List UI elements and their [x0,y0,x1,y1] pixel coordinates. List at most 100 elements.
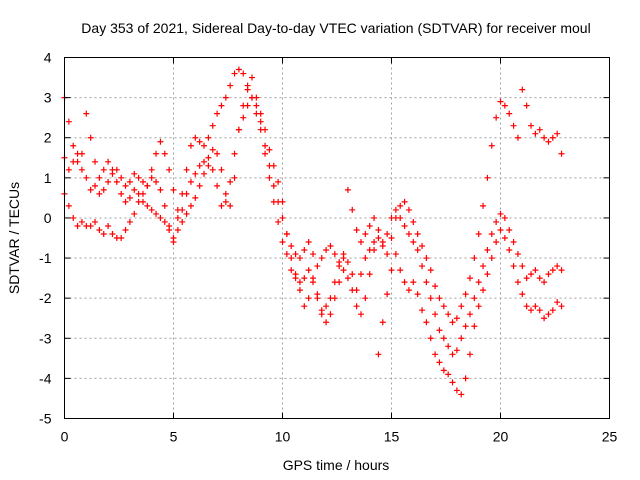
data-point-marker [331,295,338,302]
data-point-marker [314,291,321,298]
y-tick-label: -3 [39,330,52,346]
data-point-marker [379,319,386,326]
data-point-marker [318,307,325,314]
data-point-marker [366,271,373,278]
x-tick-label: 15 [384,429,400,445]
data-point-marker [323,303,330,310]
data-point-marker [357,239,364,246]
data-point-marker [310,251,317,258]
data-point-marker [183,166,190,173]
data-point-marker [266,146,273,153]
data-point-marker [349,271,356,278]
data-point-marker [541,134,548,141]
data-point-marker [506,247,513,254]
data-point-marker [432,351,439,358]
data-point-marker [427,335,434,342]
data-point-marker [288,255,295,262]
data-point-marker [105,158,112,165]
data-point-marker [336,259,343,266]
data-point-marker [445,311,452,318]
data-point-marker [318,255,325,262]
data-point-marker [510,239,517,246]
data-point-marker [310,275,317,282]
data-point-marker [161,150,168,157]
data-point-marker [305,267,312,274]
data-point-marker [201,158,208,165]
data-point-marker [475,230,482,237]
data-point-marker [549,134,556,141]
data-point-marker [301,275,308,282]
data-point-marker [405,230,412,237]
data-point-marker [235,66,242,73]
data-point-marker [436,359,443,366]
data-point-marker [357,311,364,318]
data-point-marker [397,267,404,274]
data-point-marker [78,218,85,225]
data-point-marker [558,267,565,274]
data-point-marker [187,142,194,149]
data-point-marker [506,110,513,117]
data-point-marker [113,178,120,185]
data-point-marker [296,279,303,286]
data-point-marker [405,287,412,294]
data-point-marker [122,198,129,205]
data-point-marker [70,214,77,221]
data-point-marker [405,206,412,213]
data-point-marker [118,174,125,181]
data-point-marker [218,202,225,209]
data-point-marker [100,166,107,173]
data-point-marker [78,166,85,173]
data-point-marker [484,174,491,181]
data-point-marker [205,134,212,141]
data-point-marker [462,375,469,382]
data-point-marker [74,158,81,165]
data-point-marker [305,295,312,302]
data-point-marker [105,222,112,229]
data-point-marker [248,74,255,81]
data-point-marker [157,186,164,193]
data-point-marker [545,138,552,145]
data-point-marker [126,218,133,225]
data-point-marker [545,271,552,278]
data-point-marker [458,335,465,342]
data-point-marker [528,307,535,314]
data-point-marker [353,303,360,310]
data-point-marker [148,174,155,181]
data-point-marker [501,235,508,241]
data-point-marker [283,230,290,237]
data-point-marker [179,190,186,197]
data-point-marker [288,267,295,274]
data-point-marker [222,198,229,205]
data-point-marker [419,263,426,270]
data-point-marker [301,303,308,310]
data-point-marker [488,230,495,237]
data-point-marker [65,202,72,209]
data-point-marker [519,291,526,298]
data-point-marker [222,94,229,101]
data-point-marker [371,239,378,246]
data-point-marker [554,263,561,270]
data-point-marker [174,226,181,233]
data-point-marker [196,138,203,145]
data-point-marker [362,230,369,237]
data-point-marker [436,327,443,334]
data-point-marker [83,174,90,181]
data-point-marker [222,190,229,197]
data-point-marker [70,142,77,149]
x-tick-label: 10 [275,429,291,445]
data-point-marker [92,218,99,225]
data-point-marker [214,182,221,189]
series-3 [61,66,565,326]
data-point-marker [471,295,478,302]
data-point-marker [131,170,138,177]
data-point-marker [392,214,399,221]
data-point-marker [401,198,408,205]
y-tick-label: -1 [39,250,52,266]
data-point-marker [153,178,160,185]
data-point-marker [218,166,225,173]
data-point-marker [92,182,99,189]
data-point-marker [493,239,500,246]
data-point-marker [209,122,216,129]
data-point-marker [262,150,269,157]
data-point-marker [549,307,556,314]
